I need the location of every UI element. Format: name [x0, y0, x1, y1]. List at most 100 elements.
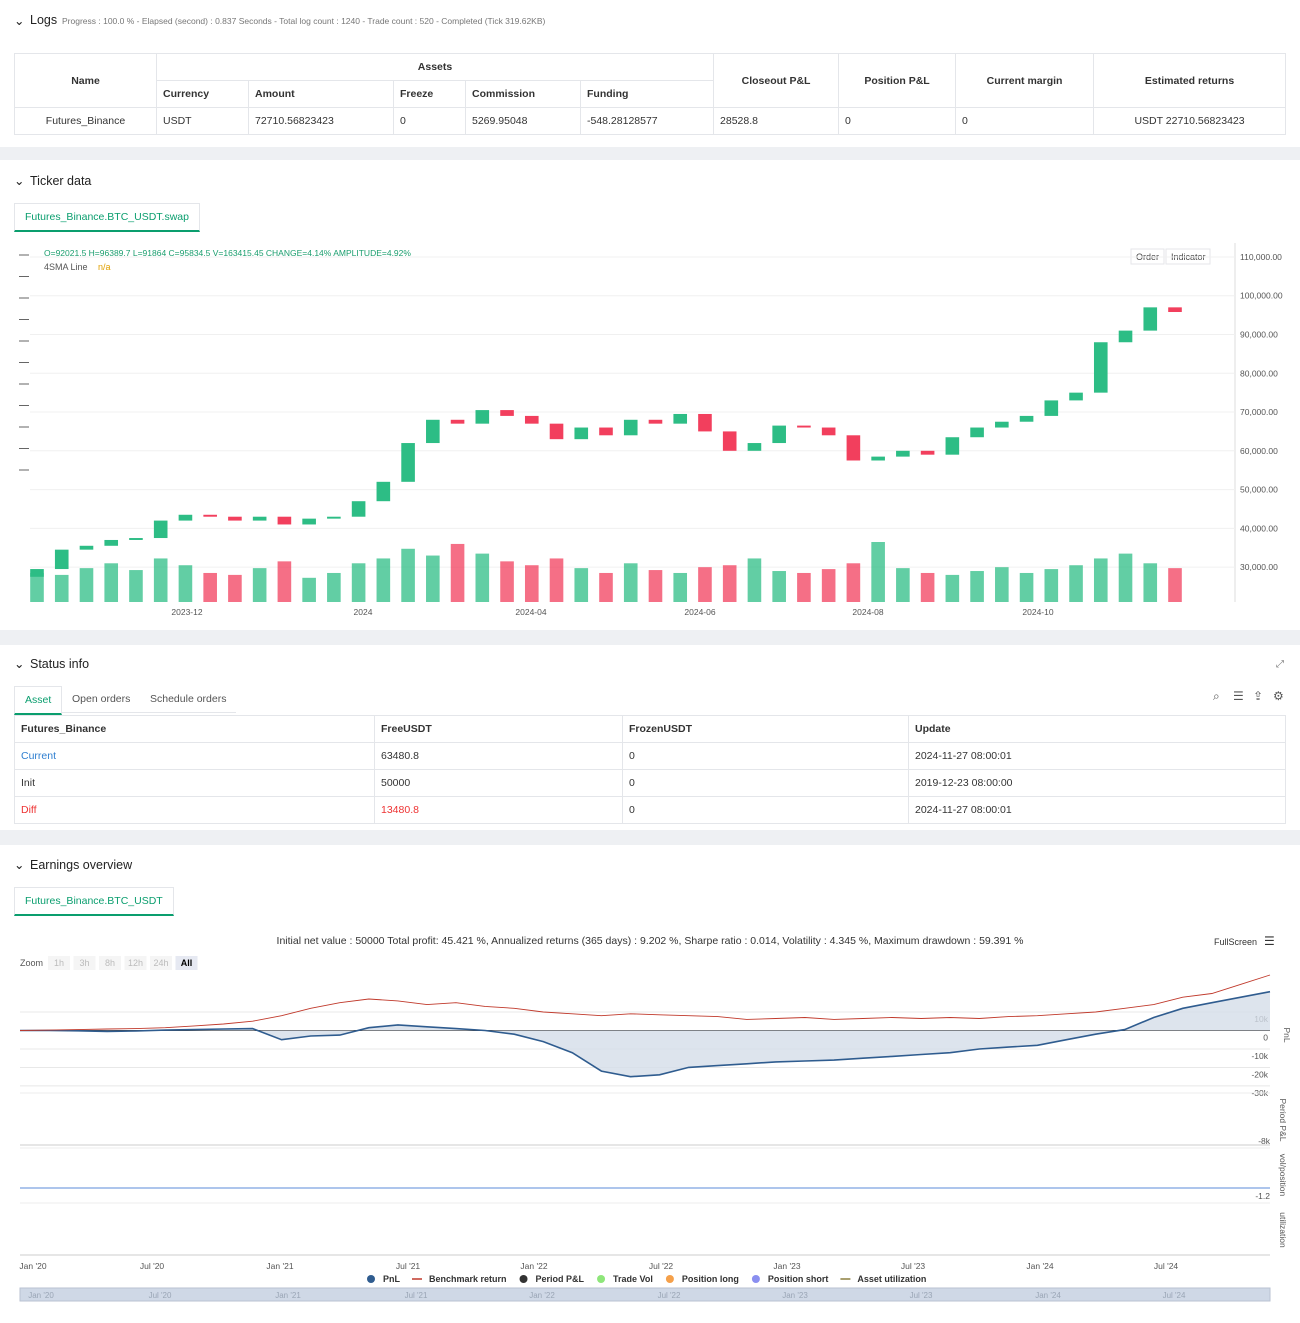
volume-bar — [722, 565, 737, 602]
legend-label[interactable]: Trade Vol — [613, 1274, 653, 1284]
candle — [945, 437, 960, 455]
y-tick-label: -20k — [1251, 1069, 1268, 1079]
tab[interactable]: Futures_Binance.BTC_USDT — [14, 887, 174, 916]
candle — [401, 443, 415, 482]
cell: 2024-11-27 08:00:01 — [908, 742, 1286, 770]
volume-bar — [252, 568, 267, 602]
logs-section: ⌄ Logs Progress : 100.0 % - Elapsed (sec… — [0, 0, 1300, 147]
legend-swatch — [367, 1275, 375, 1283]
navigator-label: Jan '22 — [529, 1291, 555, 1300]
chevron[interactable]: ⌄ — [14, 174, 25, 188]
volume-bar — [995, 567, 1009, 602]
cell: 0 — [622, 769, 909, 797]
cell: 72710.56823423 — [248, 107, 394, 135]
summary: Initial net value : 50000 Total profit: … — [277, 935, 1024, 947]
tab[interactable]: Futures_Binance.BTC_USDT.swap — [14, 203, 200, 232]
legend-label[interactable]: Benchmark return — [429, 1274, 507, 1284]
legend-label[interactable]: PnL — [383, 1274, 401, 1284]
toolbar-icon: ☰ — [1233, 689, 1244, 703]
candle — [599, 427, 613, 436]
candle — [54, 549, 69, 570]
cell: 50000 — [374, 769, 623, 797]
column-header: Futures_Binance — [14, 715, 375, 743]
legend-label[interactable]: Position long — [682, 1274, 739, 1284]
panel-label: PnL — [1282, 1027, 1292, 1042]
candle — [920, 450, 935, 455]
zoom-button[interactable] — [99, 956, 121, 970]
fullscreen[interactable]: FullScreen — [1214, 937, 1257, 947]
tab[interactable]: Schedule orders — [140, 686, 237, 713]
volume-bar — [673, 572, 688, 602]
candle — [327, 516, 341, 519]
y-tick-label: 80,000.00 — [1240, 368, 1278, 378]
earnings-title: Earnings overview — [30, 858, 133, 872]
cell: Futures_Binance — [14, 107, 157, 135]
x-tick-label: 2024-10 — [1022, 607, 1053, 617]
ohlc-info: O=92021.5 H=96389.7 L=91864 C=95834.5 V=… — [44, 248, 411, 258]
x-tick-label: Jan '22 — [520, 1261, 547, 1271]
candle — [129, 538, 143, 540]
ticker-title: Ticker data — [30, 174, 92, 188]
header-row: Name Assets Closeout P&L Position P&L Curren… — [14, 53, 1287, 108]
y-tick-label: 40,000.00 — [1240, 523, 1278, 533]
zoom-button[interactable] — [150, 956, 172, 970]
zoom-button[interactable] — [73, 956, 96, 970]
x-tick-label: Jan '24 — [1026, 1261, 1053, 1271]
volume-bar — [871, 542, 885, 602]
legend-swatch — [751, 1275, 760, 1283]
candle — [450, 419, 465, 424]
candle — [1069, 392, 1083, 401]
chevron[interactable]: ⌄ — [14, 657, 25, 671]
y-tick-label: -8k — [1258, 1136, 1271, 1146]
candle — [846, 435, 861, 461]
chevron[interactable]: ⌄ — [14, 858, 25, 872]
navigator-label: Jul '22 — [658, 1291, 681, 1300]
navigator-label: Jul '21 — [405, 1291, 428, 1300]
volume-bar — [1118, 553, 1133, 602]
tab[interactable]: Asset — [14, 686, 63, 715]
legend-label[interactable]: Position short — [768, 1274, 829, 1284]
legend-label[interactable]: Asset utilization — [857, 1274, 926, 1284]
candle — [1019, 415, 1034, 422]
column-header: Amount — [248, 80, 394, 108]
candle — [252, 516, 267, 521]
tab[interactable]: Open orders — [62, 686, 141, 713]
candle — [722, 431, 737, 451]
candle — [698, 413, 712, 432]
volume-bar — [821, 569, 836, 602]
column-header: Position P&L — [838, 53, 957, 108]
panel-label: Period P&L — [1278, 1099, 1288, 1142]
y-tick-label: 30,000.00 — [1240, 562, 1278, 572]
candle — [376, 481, 391, 502]
cell: 0 — [622, 796, 909, 824]
navigator-label: Jan '21 — [275, 1291, 301, 1300]
x-tick-label: 2024-04 — [515, 607, 546, 617]
chevron[interactable]: ⌄ — [14, 14, 25, 28]
column-header: Name — [14, 53, 157, 108]
column-header: Currency — [156, 80, 249, 108]
legend-label[interactable]: Period P&L — [536, 1274, 585, 1284]
zoom-button-label: 8h — [105, 958, 115, 968]
y-tick-label: 50,000.00 — [1240, 485, 1278, 495]
navigator-label: Jan '20 — [28, 1291, 54, 1300]
toolbar-icon: ⌕ — [1213, 689, 1220, 703]
zoom-button[interactable] — [48, 956, 70, 970]
header-row: Futures_Binance FreeUSDT FrozenUSDT Update — [14, 715, 1286, 743]
cell: 5269.95048 — [465, 107, 581, 135]
zoom-button[interactable] — [175, 956, 198, 970]
candle — [524, 415, 539, 424]
volume-bar — [302, 577, 316, 602]
cell: 2019-12-23 08:00:00 — [908, 769, 1286, 797]
legend-swatch — [597, 1275, 606, 1283]
volume-bar — [920, 572, 935, 602]
candle — [821, 427, 836, 436]
candle — [475, 410, 490, 424]
cell: 0 — [955, 107, 1095, 135]
y-tick-label: 60,000.00 — [1240, 446, 1278, 456]
zoom-button[interactable] — [124, 956, 147, 970]
candle — [30, 569, 44, 577]
x-tick-label: 2024-06 — [684, 607, 715, 617]
candle — [1118, 330, 1133, 343]
status-section: ⌄ Status info Futures_Binance FreeUSDT Fro… — [0, 645, 1300, 830]
